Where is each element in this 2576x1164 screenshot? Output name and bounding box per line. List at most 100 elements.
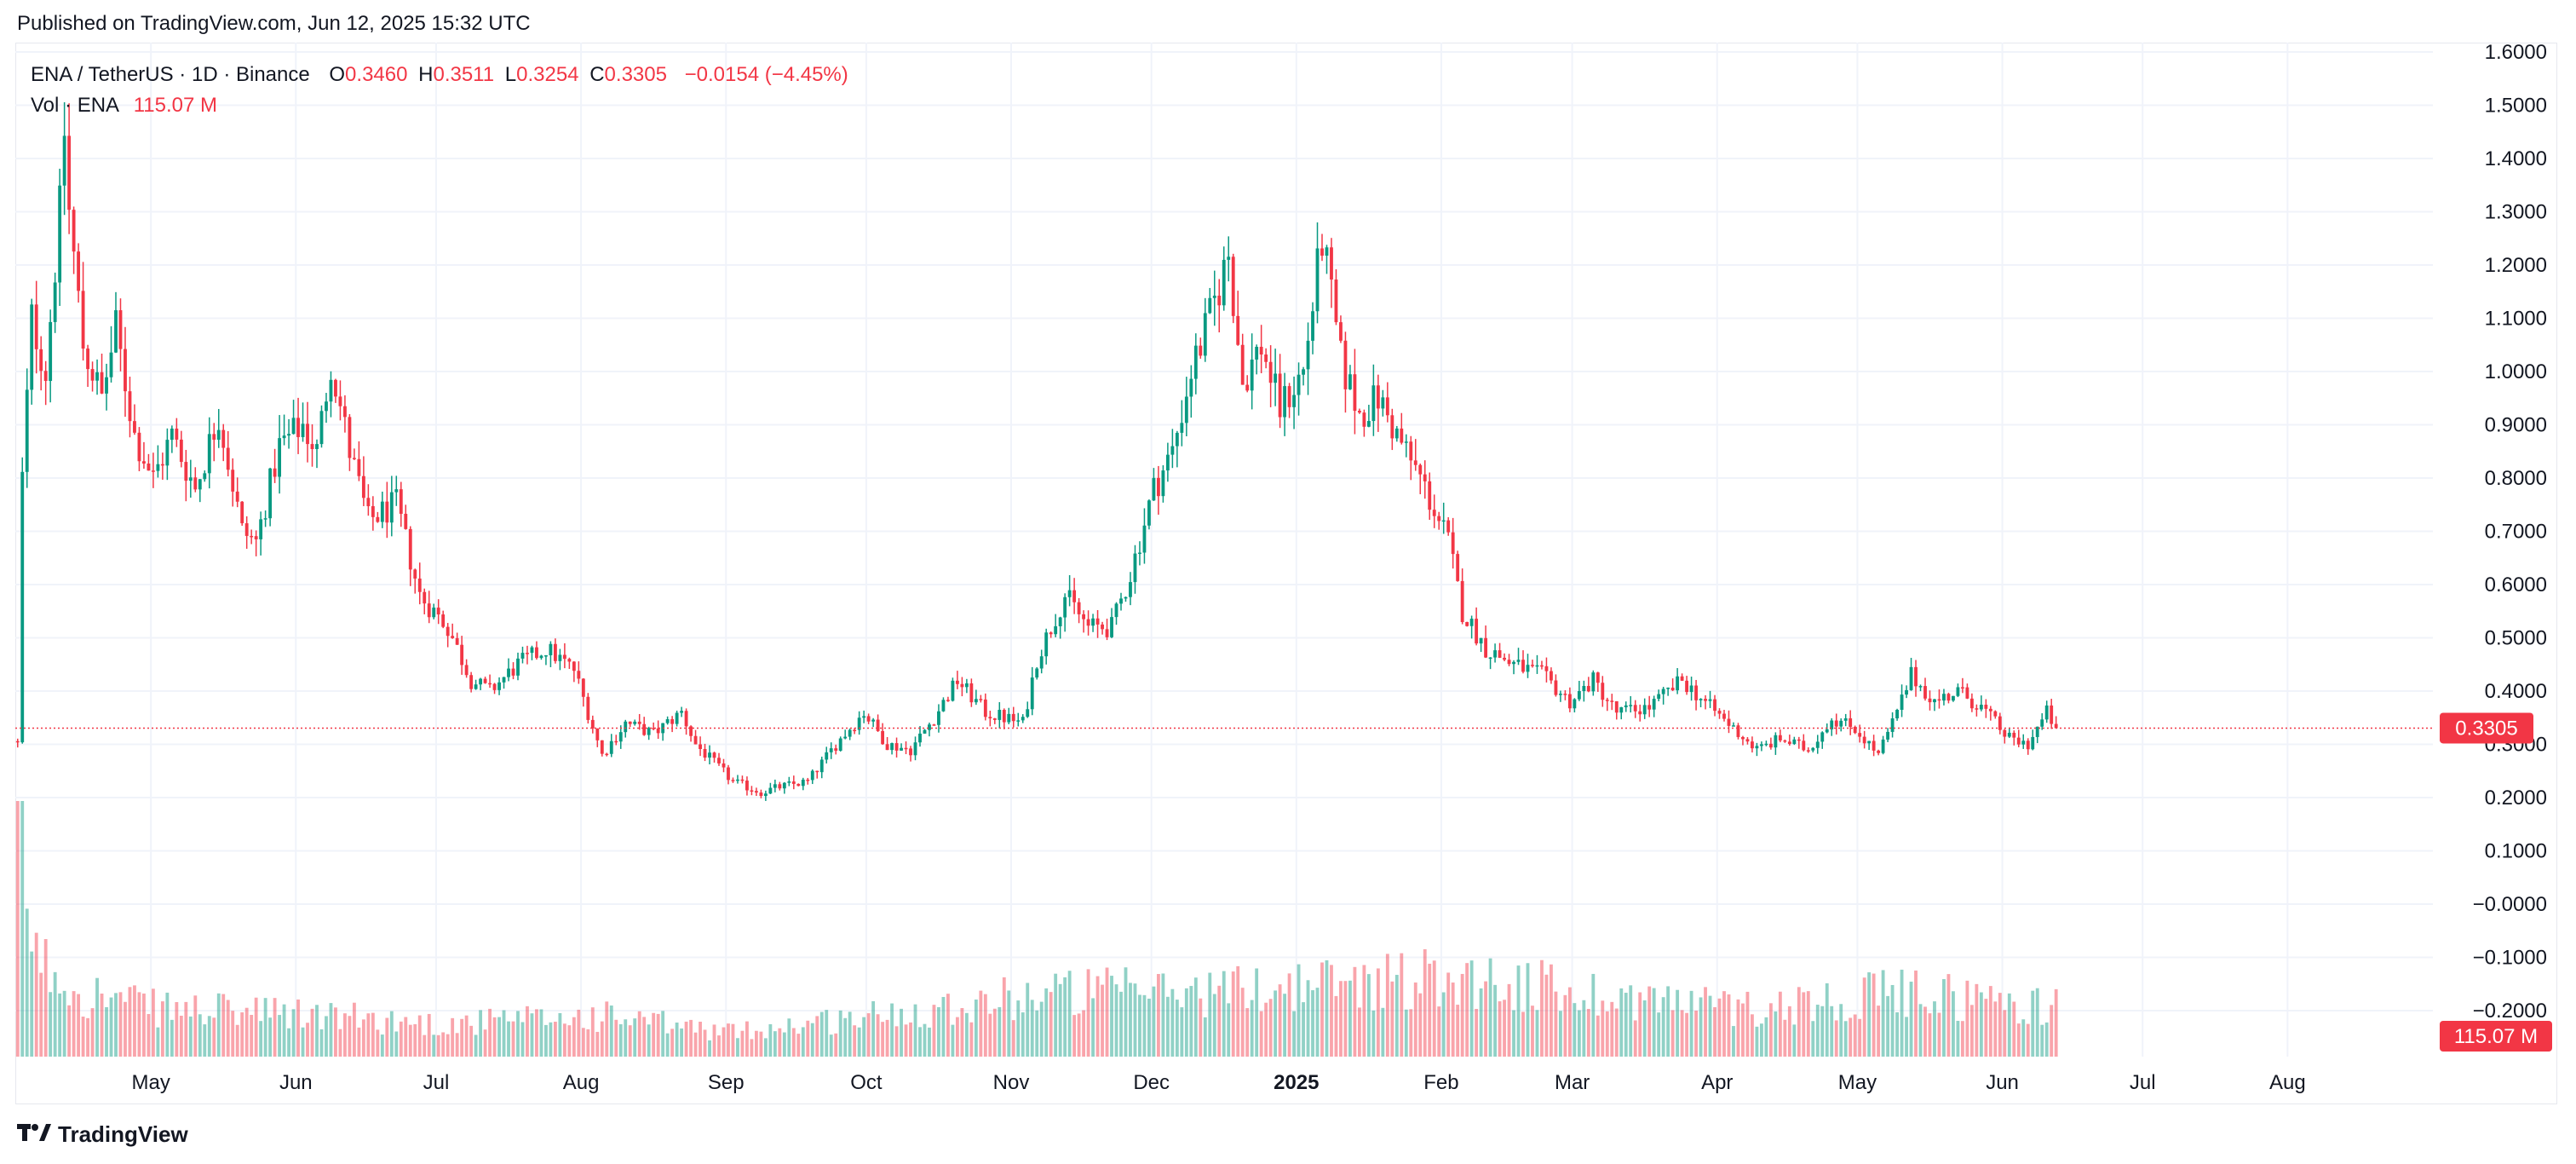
candle-body	[530, 647, 534, 654]
volume-bar	[1591, 973, 1596, 1057]
y-tick-label: 1.0000	[2485, 360, 2547, 383]
candle-body	[2026, 740, 2030, 750]
volume-bar	[1381, 1007, 1385, 1057]
y-tick-label: −0.0000	[2473, 893, 2547, 916]
volume-bar	[423, 1034, 427, 1057]
volume-bar	[1825, 982, 1829, 1057]
candle-body	[913, 742, 917, 756]
volume-bar	[652, 1012, 656, 1057]
volume-bar	[67, 1005, 72, 1057]
x-tick-label: Aug	[563, 1071, 600, 1094]
volume-bar	[329, 1003, 333, 1057]
volume-bar	[1418, 993, 1423, 1057]
candle-body	[1858, 733, 1862, 737]
candle-body	[460, 644, 464, 666]
tradingview-logo-icon	[17, 1122, 51, 1147]
candle-body	[894, 743, 899, 751]
volume-bar	[226, 1000, 230, 1057]
volume-bar	[1133, 983, 1137, 1057]
candle-body	[1969, 698, 1974, 709]
volume-bar	[1475, 1008, 1479, 1057]
volume-bar	[1872, 973, 1876, 1057]
y-tick-label: 0.1000	[2485, 840, 2547, 863]
candle-body	[170, 428, 174, 441]
volume-value: 115.07 M	[133, 94, 218, 117]
candle-body	[670, 719, 675, 724]
candle-body	[1881, 739, 1885, 753]
open-key: O	[329, 63, 346, 86]
candle-body	[693, 735, 698, 745]
candle-body	[254, 536, 258, 539]
volume-bar	[133, 985, 136, 1057]
chart-frame[interactable]	[15, 43, 2557, 1104]
volume-label[interactable]: Vol · ENA	[31, 94, 120, 117]
candle-body	[871, 719, 876, 722]
volume-bar	[1274, 990, 1278, 1057]
volume-bar	[2021, 1019, 2026, 1057]
candle-body	[590, 719, 595, 729]
y-tick-label: 1.4000	[2485, 147, 2547, 170]
candle-body	[768, 787, 773, 794]
candle-body	[1030, 677, 1034, 710]
volume-bar	[394, 1031, 399, 1057]
volume-bar	[1820, 1006, 1825, 1057]
candle-body	[1540, 665, 1544, 667]
volume-series	[15, 801, 2058, 1057]
candle-body	[1998, 716, 2002, 730]
volume-bar	[810, 1023, 814, 1057]
candle-body	[1371, 385, 1376, 422]
candle-body	[988, 717, 992, 719]
volume-bar	[221, 994, 226, 1057]
volume-bar	[1413, 982, 1417, 1057]
volume-bar	[1610, 1001, 1614, 1057]
volume-bar	[904, 1024, 908, 1057]
volume-bar	[1905, 1017, 1908, 1057]
volume-bar	[1058, 983, 1062, 1057]
candle-body	[1343, 340, 1348, 389]
footer-brand[interactable]: TradingView	[17, 1120, 188, 1149]
volume-bar	[278, 1015, 282, 1057]
candle-body	[1736, 725, 1740, 737]
open-value: 0.3460	[345, 63, 408, 86]
volume-bar	[1217, 985, 1222, 1057]
candle-body	[34, 304, 38, 349]
candle-body	[1072, 590, 1077, 602]
x-tick-label: Apr	[1701, 1071, 1733, 1094]
candle-body	[717, 758, 721, 764]
volume-bar	[1189, 986, 1193, 1057]
x-tick-label: 2025	[1274, 1071, 1319, 1094]
volume-bar	[1797, 987, 1801, 1057]
candle-body	[137, 432, 141, 462]
candle-body	[1745, 739, 1750, 742]
candle-body	[1002, 710, 1006, 723]
candle-body	[918, 733, 922, 743]
candle-body	[1591, 672, 1596, 692]
volume-bar	[1428, 963, 1432, 1057]
candle-body	[371, 506, 375, 517]
candle-body	[118, 310, 123, 349]
volume-bar	[1007, 990, 1011, 1057]
candle-body	[1839, 720, 1843, 727]
volume-bar	[1231, 971, 1235, 1057]
volume-bar	[1736, 999, 1740, 1057]
volume-bar	[1091, 998, 1095, 1057]
candle-body	[1601, 683, 1605, 700]
candle-body	[1147, 500, 1151, 526]
candle-body	[731, 780, 735, 781]
volume-bar	[244, 1007, 249, 1057]
volume-bar	[1787, 1006, 1791, 1057]
volume-bar	[815, 1016, 819, 1057]
candle-body	[128, 391, 132, 422]
volume-bar	[479, 1010, 483, 1057]
candle-body	[319, 411, 324, 445]
symbol-title[interactable]: ENA / TetherUS · 1D · Binance	[31, 63, 310, 86]
x-tick-label: May	[131, 1071, 170, 1094]
candle-body	[1988, 708, 1992, 712]
volume-bar	[1302, 1002, 1305, 1057]
candle-body	[1830, 720, 1834, 729]
volume-bar	[124, 1001, 127, 1057]
volume-bar	[1067, 971, 1072, 1057]
volume-bar	[188, 1016, 193, 1057]
candle-body	[1516, 660, 1521, 662]
